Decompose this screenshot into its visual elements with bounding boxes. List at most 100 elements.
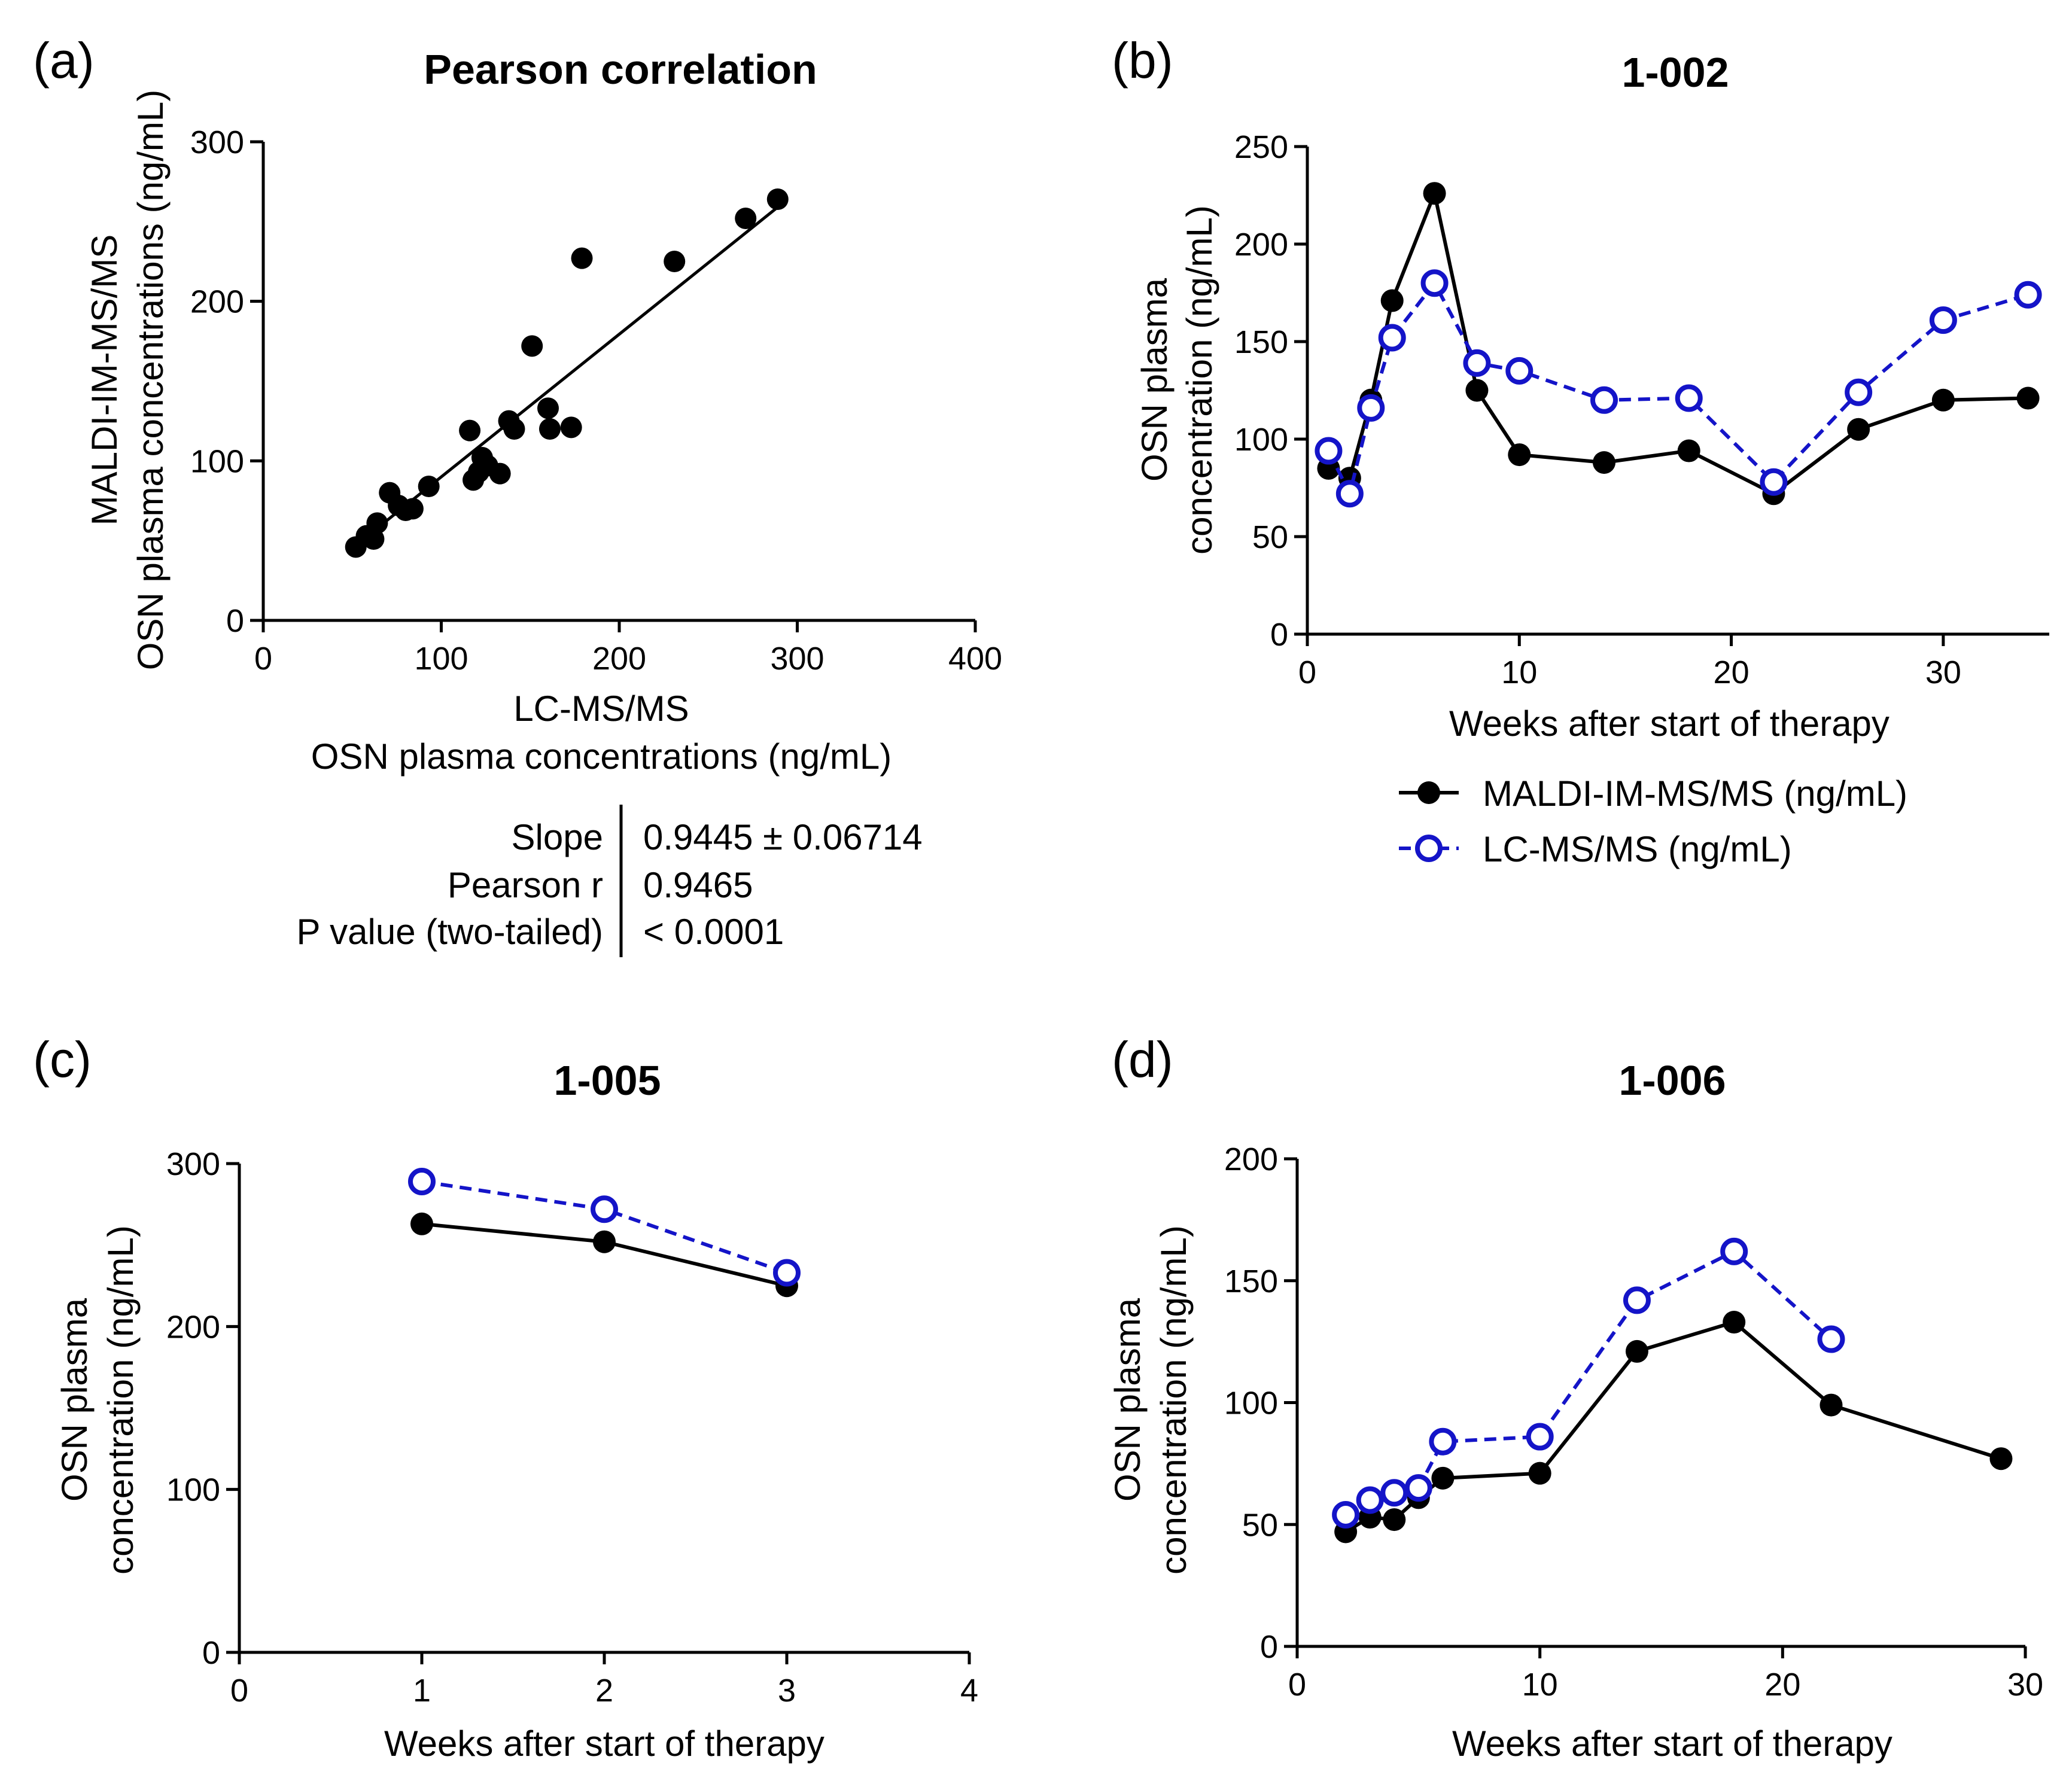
panel-d-1-006: 1-006 0 10 20 30 0 50 100 150 200 Weeks after st… (1107, 1057, 2043, 1764)
marker-lcms-b (1590, 386, 1618, 414)
marker-maldi-d (1431, 1466, 1455, 1490)
plot-area-a: 0 100 200 300 400 0 100 200 300 (190, 124, 1002, 677)
x-tick-label-a: 400 (948, 641, 1002, 677)
y-axis-label-a-line1: MALDI-IM-MS/MS (84, 235, 124, 526)
marker-lcms-d (1332, 1500, 1360, 1529)
chart-title-d: 1-006 (1618, 1057, 1726, 1104)
y-tick-label-b: 200 (1234, 227, 1288, 263)
marker-maldi-b (1593, 451, 1615, 474)
x-tick-label-c: 4 (960, 1673, 978, 1709)
panel-letter-a: (a) (33, 32, 95, 89)
stats-label-slope: Slope (512, 817, 603, 857)
plot-area-c: 0 1 2 3 4 0 100 200 300 (166, 1146, 978, 1709)
x-tick-label-a: 200 (592, 641, 646, 677)
x-tick-label-c: 1 (413, 1673, 431, 1709)
x-tick-label-a: 0 (254, 641, 272, 677)
x-tick-label-c: 3 (778, 1673, 796, 1709)
marker-lcms-b (1463, 349, 1491, 377)
y-axis-label-d-line1: OSN plasma (1107, 1298, 1148, 1502)
panel-b-1-002: 1-002 0 10 20 30 0 50 100 150 200 250 Weeks after… (1134, 49, 2049, 869)
marker-maldi-b (1508, 443, 1531, 467)
y-tick-label-c: 300 (166, 1146, 220, 1182)
marker-maldi-d (1989, 1447, 2013, 1470)
y-tick-label-b: 50 (1252, 519, 1288, 555)
y-tick-label-a: 0 (226, 603, 244, 639)
y-axis-label-b-line2: concentration (ng/mL) (1179, 205, 1219, 555)
marker-lcms-d (1429, 1427, 1457, 1456)
series-line-maldi-d (1344, 1320, 2002, 1534)
x-axis-label-a-line1: LC-MS/MS (513, 689, 689, 729)
scatter-point (489, 462, 511, 485)
y-axis-label-d-line2: concentration (ng/mL) (1154, 1225, 1194, 1575)
y-tick-label-a: 200 (190, 284, 244, 320)
chart-title-c: 1-005 (553, 1057, 661, 1104)
x-tick-label-b: 0 (1298, 654, 1316, 690)
x-tick-label-c: 2 (595, 1673, 613, 1709)
series-line-lcms-c (421, 1179, 787, 1275)
stats-label-pearson-r: Pearson r (448, 865, 603, 905)
legend-item-maldi: MALDI-IM-MS/MS (ng/mL) (1399, 774, 1907, 814)
scatter-point (401, 498, 424, 520)
panel-letter-b: (b) (1112, 32, 1173, 89)
legend-marker-lcms (1415, 835, 1443, 862)
scatter-point (418, 476, 440, 497)
panel-letter-d: (d) (1112, 1031, 1173, 1088)
marker-maldi-b (1677, 439, 1700, 462)
x-tick-label-b: 30 (1925, 654, 1961, 690)
panel-c-1-005: 1-005 0 1 2 3 4 0 100 200 300 Weeks after start … (54, 1057, 978, 1764)
plot-area-b: 0 10 20 30 0 50 100 150 200 250 (1234, 129, 2049, 690)
plot-area-d: 0 10 20 30 0 50 100 150 200 (1224, 1141, 2043, 1703)
marker-maldi-d (1383, 1508, 1406, 1532)
x-axis-label-c: Weeks after start of therapy (384, 1724, 824, 1764)
y-tick-label-d: 0 (1260, 1629, 1278, 1665)
marker-lcms-b (1505, 357, 1534, 385)
y-tick-label-b: 0 (1270, 617, 1288, 653)
y-axis-label-c-line2: concentration (ng/mL) (101, 1225, 141, 1575)
scatter-point (664, 251, 686, 272)
x-axis-label-a-line2: OSN plasma concentrations (ng/mL) (311, 736, 892, 777)
stats-value-p-value: < 0.0001 (643, 912, 784, 952)
marker-lcms-b (1357, 394, 1385, 422)
marker-lcms-b (1675, 384, 1703, 412)
y-axis-label-c-line1: OSN plasma (54, 1298, 95, 1502)
x-tick-label-c: 0 (230, 1673, 248, 1709)
marker-lcms-b (1929, 306, 1957, 334)
stats-value-slope: 0.9445 ± 0.06714 (643, 817, 923, 857)
marker-lcms-d (1380, 1479, 1408, 1507)
legend: MALDI-IM-MS/MS (ng/mL) LC-MS/MS (ng/mL) (1399, 774, 1907, 869)
y-tick-label-c: 100 (166, 1472, 220, 1508)
marker-maldi-d (1528, 1462, 1551, 1485)
legend-item-lcms: LC-MS/MS (ng/mL) (1399, 829, 1792, 869)
marker-lcms-d (1623, 1286, 1651, 1314)
marker-maldi-d (1625, 1339, 1648, 1363)
scatter-point (459, 419, 481, 442)
marker-lcms-c (591, 1195, 618, 1223)
marker-lcms-d (1404, 1474, 1432, 1502)
chart-title-b: 1-002 (1621, 49, 1729, 96)
scatter-point (503, 418, 525, 440)
marker-lcms-b (1420, 269, 1449, 297)
marker-maldi-d (1820, 1393, 1843, 1417)
x-tick-label-b: 20 (1714, 654, 1750, 690)
chart-title-a: Pearson correlation (424, 46, 817, 93)
marker-maldi-d (1723, 1311, 1746, 1334)
panel-letter-c: (c) (33, 1031, 92, 1088)
legend-marker-maldi (1417, 781, 1440, 804)
marker-maldi-b (1465, 379, 1489, 402)
y-tick-label-b: 250 (1234, 129, 1288, 165)
stats-label-p-value: P value (two-tailed) (297, 912, 603, 952)
regression-line-a (355, 206, 779, 547)
x-tick-label-d: 30 (2007, 1667, 2043, 1703)
scatter-point (571, 247, 593, 269)
marker-lcms-d (1817, 1325, 1845, 1353)
scatter-point (538, 418, 561, 440)
marker-lcms-b (1378, 324, 1406, 352)
legend-label-lcms: LC-MS/MS (ng/mL) (1483, 829, 1792, 869)
marker-lcms-d (1720, 1237, 1748, 1265)
x-tick-label-b: 10 (1501, 654, 1537, 690)
scatter-point (560, 416, 582, 439)
x-tick-label-d: 0 (1288, 1667, 1306, 1703)
x-tick-label-a: 100 (414, 641, 468, 677)
marker-lcms-d (1526, 1423, 1554, 1451)
